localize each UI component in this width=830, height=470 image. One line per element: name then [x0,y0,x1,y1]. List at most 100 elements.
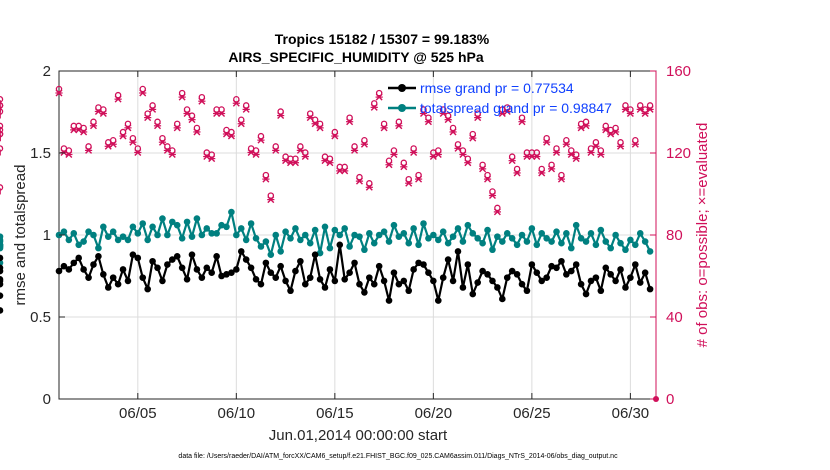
y2-tick-label: 40 [666,309,683,326]
obs-evaluated-point [291,159,300,167]
totalspread-point [405,239,413,247]
obs-evaluated-point [316,124,324,132]
obs-evaluated-point [434,151,442,158]
totalspread-point [587,230,595,237]
obs-possible-point [55,85,63,93]
totalspread-point [469,230,477,237]
totalspread-point [370,239,378,247]
obs-possible-point [370,100,378,107]
legend-rmse-marker [398,84,406,92]
obs-possible-point [134,145,142,152]
rmse-point [213,253,220,260]
rmse-point [164,261,171,268]
rmse-point [444,256,452,263]
y-axis-label: rmse and totalspread [12,165,29,306]
obs-possible-point [410,145,417,152]
rmse-point [0,254,4,262]
obs-possible-point [503,104,511,111]
obs-evaluated-point [158,138,167,146]
obs-evaluated-point [153,122,162,130]
rmse-point [331,277,339,285]
obs-possible-point [375,89,383,97]
totalspread-point [301,231,309,239]
obs-possible-point [385,157,393,164]
rmse-point [70,259,78,267]
obs-possible-point [612,124,619,132]
rmse-point [178,264,186,272]
totalspread-point [415,241,422,249]
obs-possible-point [0,126,4,134]
obs-possible-point [513,165,521,173]
obs-evaluated-point [414,175,423,183]
rmse-point [306,274,314,281]
obs-evaluated-point [385,161,393,169]
obs-evaluated-point [488,192,497,199]
x-tick-label: 06/15 [316,405,354,422]
rmse-point [380,277,388,285]
totalspread-point [213,230,220,237]
rmse-point [80,266,87,273]
obs-evaluated-point [646,105,654,113]
obs-possible-point [164,143,171,150]
totalspread-point [178,234,186,242]
obs-possible-point [622,102,629,109]
rmse-point [518,280,526,288]
obs-possible-point [548,161,555,169]
obs-evaluated-point [390,151,398,158]
totalspread-point [518,231,526,239]
obs-evaluated-point [518,118,526,126]
obs-possible-point [119,128,127,136]
rmse-point [361,289,368,296]
obs-possible-point [173,120,181,128]
obs-possible-point [109,136,117,144]
obs-evaluated-point [375,93,383,101]
obs-possible-point [518,114,526,121]
rmse-point [193,266,201,273]
obs-possible-point [405,175,412,183]
obs-possible-point [297,143,304,150]
rmse-point [356,280,363,288]
totalspread-point [454,225,462,232]
obs-possible-point [361,136,368,144]
obs-evaluated-point [350,146,359,154]
obs-evaluated-point [454,144,462,152]
rmse-point [627,274,634,281]
totalspread-point [164,231,171,239]
obs-possible-point [0,130,4,138]
obs-possible-point [464,155,472,162]
obs-possible-point [144,110,151,117]
totalspread-point [262,238,270,245]
rmse-point [60,262,68,270]
totalspread-point [247,220,255,227]
x-tick-label: 06/05 [119,405,157,422]
totalspread-point [139,220,147,227]
obs-possible-point [563,136,570,144]
totalspread-point [114,236,122,244]
obs-evaluated-point [129,138,137,146]
obs-possible-point [233,96,240,103]
rmse-point [602,264,610,272]
rmse-point [434,297,442,304]
rmse-point [144,285,151,293]
obs-possible-point [558,171,565,179]
totalspread-point [193,215,201,222]
obs-possible-point [636,102,644,109]
obs-evaluated-point [493,208,501,216]
rmse-point [366,274,373,281]
obs-evaluated-point [237,120,245,128]
totalspread-point [306,239,314,247]
obs-possible-point [439,106,447,113]
obs-evaluated-point [89,122,98,130]
totalspread-point [109,228,117,236]
rmse-point [513,271,521,278]
totalspread-point [198,231,206,239]
totalspread-point [252,234,260,242]
obs-evaluated-point [346,118,354,126]
obs-evaluated-point [626,110,634,117]
obs-possible-point [533,149,541,156]
legend-spread-label: totalspread grand pr = 0.98847 [420,100,612,116]
totalspread-point [543,234,550,242]
rmse-point [587,277,595,285]
obs-evaluated-point [538,169,546,177]
obs-evaluated-point [232,99,240,107]
